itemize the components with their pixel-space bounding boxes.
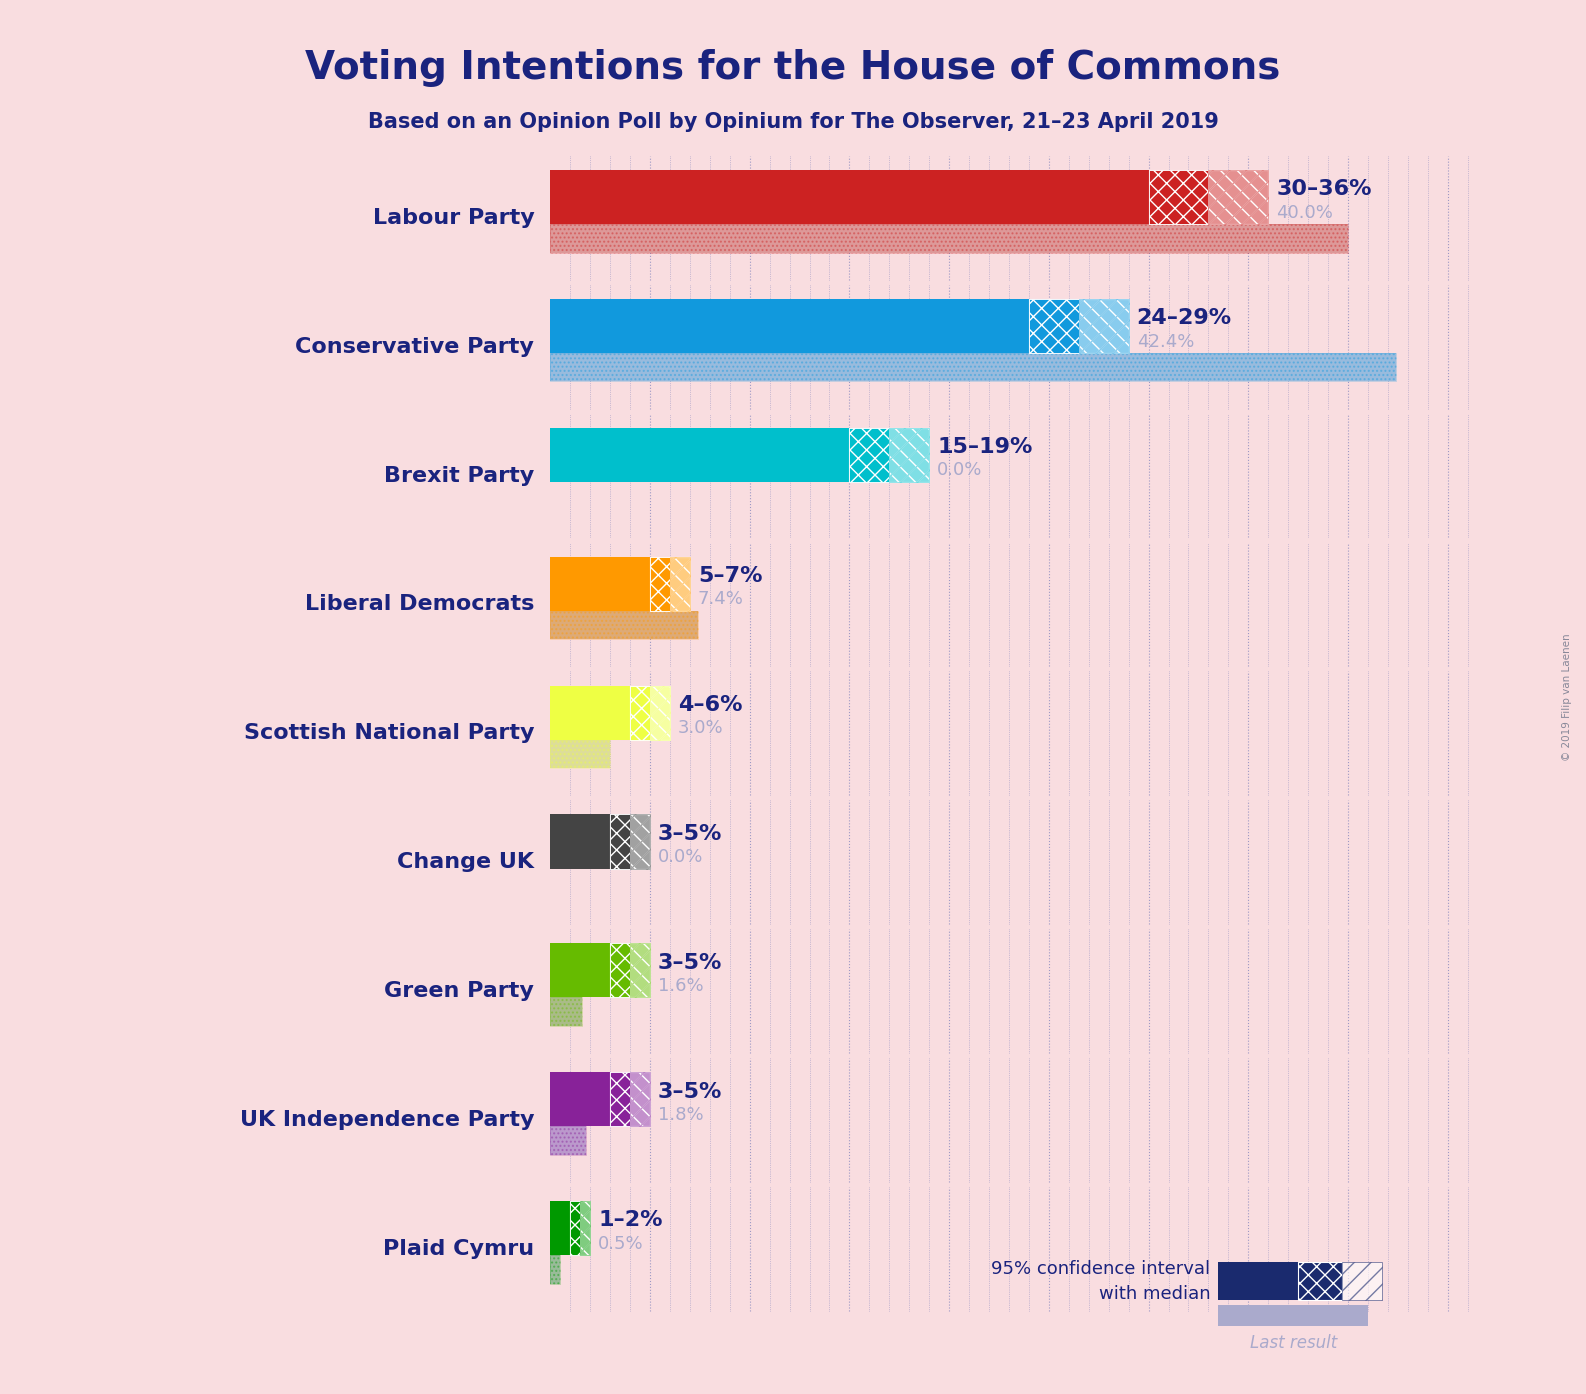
Bar	[1029, 298, 1078, 353]
Bar	[550, 998, 582, 1026]
Bar	[1218, 1262, 1299, 1301]
Bar	[550, 611, 698, 640]
Text: 4–6%: 4–6%	[677, 696, 742, 715]
Bar	[1209, 170, 1269, 224]
Text: Last result: Last result	[1250, 1334, 1337, 1352]
Bar	[550, 998, 582, 1026]
Text: Liberal Democrats: Liberal Democrats	[305, 594, 534, 615]
Text: 3–5%: 3–5%	[658, 952, 722, 973]
Text: Based on an Opinion Poll by Opinium for The Observer, 21–23 April 2019: Based on an Opinion Poll by Opinium for …	[368, 112, 1218, 131]
Bar	[550, 224, 1348, 252]
Text: Green Party: Green Party	[384, 981, 534, 1001]
Text: 95% confidence interval
with median: 95% confidence interval with median	[991, 1260, 1210, 1302]
Bar	[611, 1072, 630, 1126]
Bar	[550, 944, 611, 998]
Bar	[550, 1126, 587, 1154]
Bar	[650, 686, 669, 740]
Text: Conservative Party: Conservative Party	[295, 337, 534, 357]
Text: 3–5%: 3–5%	[658, 1082, 722, 1101]
Bar	[550, 1072, 611, 1126]
Bar	[1148, 170, 1209, 224]
Bar	[1342, 1262, 1381, 1301]
Text: Brexit Party: Brexit Party	[384, 466, 534, 485]
Text: 0.0%: 0.0%	[658, 848, 703, 866]
Text: 7.4%: 7.4%	[698, 590, 744, 608]
Bar	[550, 170, 1148, 224]
Bar	[611, 814, 650, 868]
Bar	[1299, 1262, 1342, 1301]
Bar	[571, 1202, 590, 1255]
Bar	[630, 1072, 650, 1126]
Text: Labour Party: Labour Party	[373, 208, 534, 227]
Bar	[550, 556, 650, 611]
Text: Voting Intentions for the House of Commons: Voting Intentions for the House of Commo…	[306, 49, 1280, 86]
Bar	[550, 298, 1029, 353]
Bar	[630, 814, 650, 868]
Text: Scottish National Party: Scottish National Party	[244, 723, 534, 743]
Text: 0.5%: 0.5%	[598, 1235, 644, 1253]
Bar	[550, 740, 611, 768]
Bar	[550, 1255, 560, 1284]
Text: 1.8%: 1.8%	[658, 1105, 704, 1124]
Bar	[850, 428, 890, 482]
Text: 3.0%: 3.0%	[677, 719, 723, 737]
Text: 5–7%: 5–7%	[698, 566, 763, 585]
Text: 1.6%: 1.6%	[658, 977, 704, 995]
Bar	[580, 1202, 590, 1255]
Bar	[850, 428, 929, 482]
Bar	[1078, 298, 1129, 353]
Bar	[1029, 298, 1129, 353]
Bar	[550, 740, 611, 768]
Bar	[650, 556, 669, 611]
Bar	[611, 1072, 650, 1126]
Bar	[550, 611, 698, 640]
Bar	[1218, 1306, 1369, 1326]
Bar	[630, 944, 650, 998]
Bar	[550, 686, 630, 740]
Bar	[611, 814, 630, 868]
Bar	[650, 556, 690, 611]
Text: 42.4%: 42.4%	[1137, 333, 1194, 350]
Bar	[550, 1202, 571, 1255]
Bar	[890, 428, 929, 482]
Bar	[550, 353, 1396, 382]
Bar	[550, 814, 611, 868]
Text: 1–2%: 1–2%	[598, 1210, 663, 1231]
Bar	[550, 428, 850, 482]
Bar	[550, 1126, 587, 1154]
Text: 3–5%: 3–5%	[658, 824, 722, 843]
Bar	[611, 944, 630, 998]
Text: 0.0%: 0.0%	[937, 461, 983, 480]
Text: 30–36%: 30–36%	[1277, 180, 1372, 199]
Text: Change UK: Change UK	[396, 852, 534, 873]
Text: 15–19%: 15–19%	[937, 438, 1032, 457]
Bar	[550, 353, 1396, 382]
Bar	[550, 1255, 560, 1284]
Bar	[611, 944, 650, 998]
Text: 40.0%: 40.0%	[1277, 204, 1334, 222]
Text: © 2019 Filip van Laenen: © 2019 Filip van Laenen	[1562, 633, 1572, 761]
Bar	[550, 224, 1348, 252]
Text: Plaid Cymru: Plaid Cymru	[384, 1239, 534, 1259]
Text: 24–29%: 24–29%	[1137, 308, 1232, 329]
Bar	[1148, 170, 1269, 224]
Bar	[630, 686, 669, 740]
Bar	[669, 556, 690, 611]
Text: UK Independence Party: UK Independence Party	[239, 1110, 534, 1131]
Bar	[571, 1202, 580, 1255]
Bar	[630, 686, 650, 740]
